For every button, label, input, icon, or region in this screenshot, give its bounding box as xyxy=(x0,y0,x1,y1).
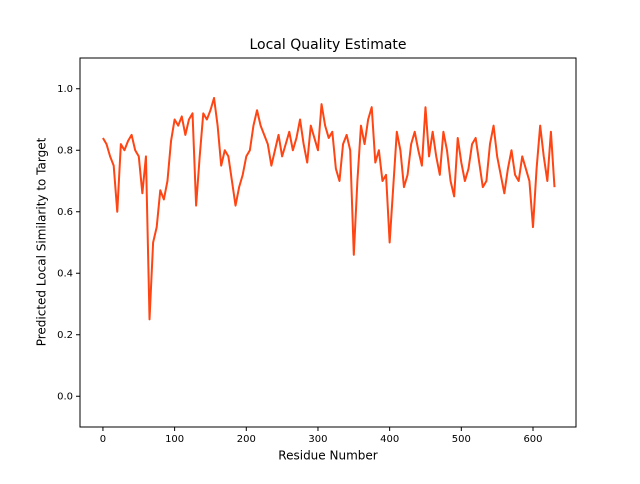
y-tick-label: 1.0 xyxy=(57,84,73,95)
data-line xyxy=(102,96,556,321)
x-tick-label: 0 xyxy=(100,434,106,445)
x-tick-label: 500 xyxy=(452,434,471,445)
x-tick-label: 300 xyxy=(308,434,327,445)
y-tick-label: 0.6 xyxy=(57,207,73,218)
y-axis-label: Predicted Local Similarity to Target xyxy=(35,137,49,346)
plot-frame xyxy=(79,57,577,428)
y-tick-label: 0.2 xyxy=(57,330,73,341)
x-tick-label: 400 xyxy=(380,434,399,445)
chart-title: Local Quality Estimate xyxy=(249,37,406,53)
x-tick-label: 600 xyxy=(523,434,542,445)
x-tick-label: 200 xyxy=(237,434,256,445)
x-axis-label: Residue Number xyxy=(278,449,377,463)
y-tick-label: 0.4 xyxy=(57,268,73,279)
y-tick-label: 0.0 xyxy=(57,391,73,402)
y-tick-label: 0.8 xyxy=(57,145,73,156)
x-tick-label: 100 xyxy=(165,434,184,445)
